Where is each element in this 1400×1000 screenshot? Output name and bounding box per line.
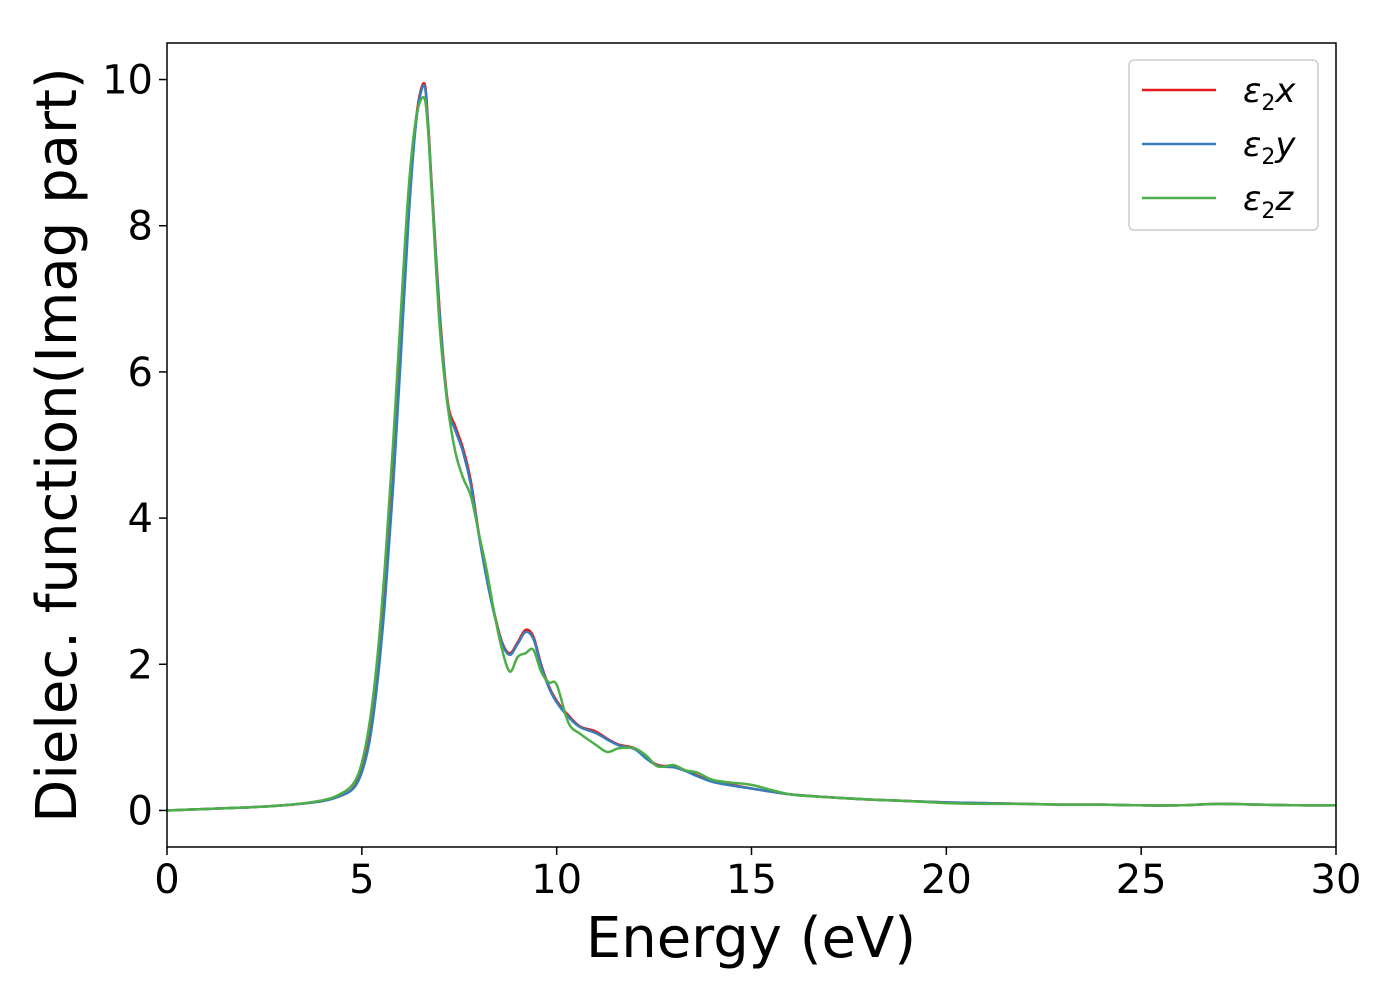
y-tick-label: 8 <box>128 204 153 250</box>
legend-items: ε2x ε2y ε2z <box>1142 71 1296 224</box>
y-tick-label: 4 <box>128 496 153 542</box>
x-tick-label: 5 <box>349 857 374 903</box>
x-tick-label: 10 <box>531 857 582 903</box>
legend-label-x: ε2x <box>1243 71 1296 116</box>
x-tick-label: 30 <box>1311 857 1362 903</box>
x-axis-label: Energy (eV) <box>586 906 916 971</box>
x-axis-ticks: 0 5 10 15 20 25 30 <box>154 847 1361 903</box>
y-tick-label: 0 <box>128 788 153 834</box>
y-tick-label: 2 <box>128 642 153 688</box>
y-axis-label: Dielec. function(Imag part) <box>25 67 90 823</box>
x-tick-label: 0 <box>154 857 179 903</box>
x-tick-label: 20 <box>921 857 972 903</box>
legend: ε2x ε2y ε2z <box>1128 59 1319 231</box>
y-tick-label: 6 <box>128 350 153 396</box>
x-tick-label: 25 <box>1116 857 1167 903</box>
plot-lines <box>167 81 1336 812</box>
legend-label-z: ε2z <box>1243 179 1294 224</box>
legend-box <box>1128 59 1319 231</box>
x-tick-label: 15 <box>726 857 777 903</box>
y-tick-label: 10 <box>102 58 153 104</box>
y-axis-ticks: 0 2 4 6 8 10 <box>102 58 167 834</box>
series-line-z <box>167 96 1336 812</box>
legend-label-y: ε2y <box>1243 125 1296 170</box>
